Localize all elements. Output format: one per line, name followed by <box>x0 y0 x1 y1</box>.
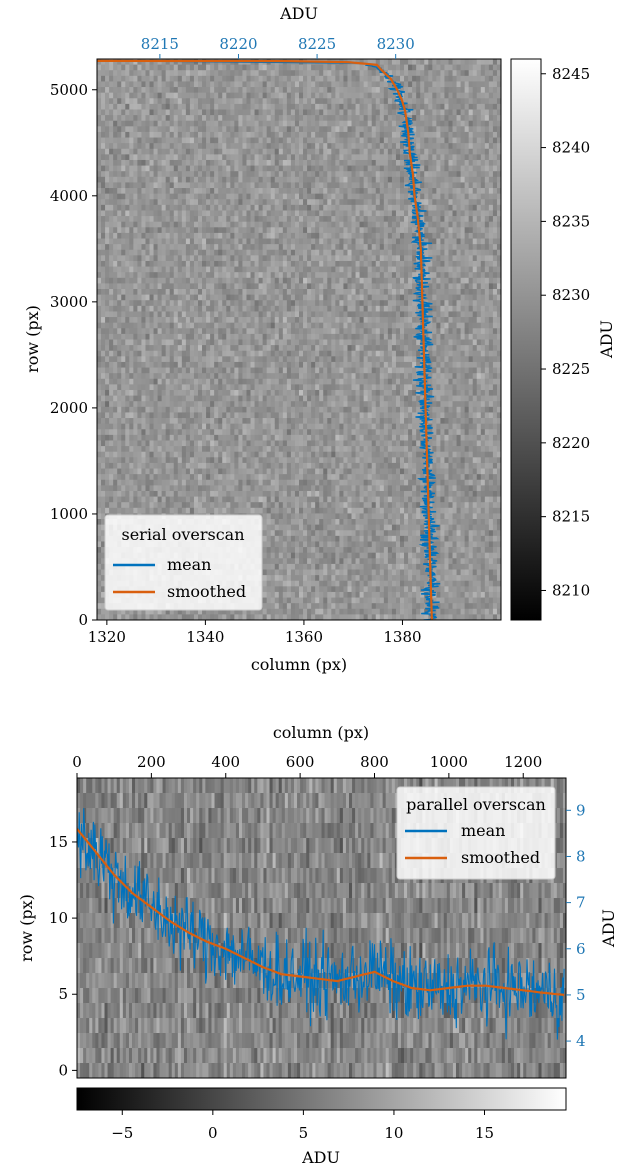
serial-x-tick-label: 1340 <box>186 628 224 646</box>
parallel-overscan-panel: 0 200 400 600 800 1000 1200 0 5 10 15 4 5 6 7 8 9 column… <box>17 723 618 1167</box>
parallel-x-tick-label: 800 <box>360 753 389 771</box>
parallel-x-tick-label: 200 <box>137 753 166 771</box>
parallel-colorbar-tick-label: 0 <box>208 1124 218 1142</box>
parallel-top-x-axis-label: column (px) <box>273 723 369 742</box>
serial-colorbar-tick-label: 8210 <box>552 581 590 599</box>
parallel-legend-title: parallel overscan <box>406 795 546 814</box>
parallel-legend-smoothed-label: smoothed <box>461 848 540 867</box>
serial-y-tick-label: 3000 <box>50 293 88 311</box>
serial-y-tick-label: 2000 <box>50 399 88 417</box>
serial-x-axis-label: column (px) <box>251 655 347 674</box>
parallel-axes: 0 200 400 600 800 1000 1200 0 5 10 15 4 5 6 7 8 9 <box>49 753 586 1079</box>
parallel-legend[interactable]: parallel overscan mean smoothed <box>396 786 556 880</box>
parallel-legend-box <box>396 786 556 880</box>
parallel-mean-line <box>77 808 565 1040</box>
parallel-right-tick-label: 4 <box>576 1032 586 1050</box>
parallel-lines <box>77 808 565 1040</box>
serial-y-axis-label: row (px) <box>23 305 42 373</box>
serial-colorbar-tick-label: 8245 <box>552 65 590 83</box>
parallel-smoothed-line <box>77 828 565 996</box>
serial-colorbar-tick-label: 8235 <box>552 212 590 230</box>
serial-y-tick-label: 0 <box>78 611 88 629</box>
serial-colorbar-ticks: 8210 8215 8220 8225 8230 8235 8240 8245 <box>541 65 590 599</box>
serial-heatmap-noise <box>97 59 501 620</box>
serial-axes: 1320 1340 1360 1380 0 1000 2000 3000 4000 5000 821… <box>50 35 422 646</box>
parallel-colorbar-tick-label: −5 <box>111 1124 133 1142</box>
serial-overscan-panel: 1320 1340 1360 1380 0 1000 2000 3000 4000 5000 821… <box>23 4 616 674</box>
serial-colorbar-tick-label: 8225 <box>552 360 590 378</box>
parallel-plot-frame <box>76 777 567 1079</box>
serial-top-tick-label: 8225 <box>298 35 336 53</box>
parallel-y-tick-label: 10 <box>49 909 68 927</box>
serial-x-tick-label: 1320 <box>88 628 126 646</box>
serial-colorbar-tick-label: 8240 <box>552 139 590 157</box>
parallel-colorbar-tick-label: 5 <box>299 1124 309 1142</box>
serial-y-tick-label: 1000 <box>50 505 88 523</box>
serial-legend-mean-label: mean <box>167 555 211 574</box>
serial-colorbar-tick-label: 8215 <box>552 508 590 526</box>
serial-smoothed-line <box>97 59 433 620</box>
parallel-colorbar-ticks: −5 0 5 10 15 <box>111 1110 494 1142</box>
serial-colorbar-tick-label: 8220 <box>552 434 590 452</box>
serial-top-axis-label: ADU <box>279 4 318 23</box>
parallel-colorbar-tick-label: 15 <box>475 1124 494 1142</box>
serial-top-tick-label: 8220 <box>219 35 257 53</box>
serial-legend-smoothed-label: smoothed <box>167 582 246 601</box>
parallel-colorbar <box>76 1087 567 1111</box>
parallel-right-tick-label: 7 <box>576 894 586 912</box>
parallel-right-axis-label: ADU <box>599 909 618 948</box>
serial-lines <box>97 59 441 620</box>
serial-x-tick-label: 1360 <box>285 628 323 646</box>
parallel-x-tick-label: 0 <box>72 753 82 771</box>
parallel-right-tick-label: 6 <box>576 940 586 958</box>
parallel-colorbar-tick-label: 10 <box>384 1124 403 1142</box>
parallel-right-tick-label: 9 <box>576 801 586 819</box>
parallel-y-tick-label: 15 <box>49 833 68 851</box>
parallel-y-tick-label: 0 <box>58 1061 68 1079</box>
serial-legend[interactable]: serial overscan mean smoothed <box>104 514 263 611</box>
parallel-legend-mean-label: mean <box>461 821 505 840</box>
serial-legend-box <box>104 514 263 611</box>
parallel-x-tick-label: 1000 <box>430 753 468 771</box>
serial-y-tick-label: 5000 <box>50 81 88 99</box>
serial-legend-title: serial overscan <box>122 525 245 544</box>
serial-colorbar-tick-label: 8230 <box>552 286 590 304</box>
parallel-x-tick-label: 600 <box>286 753 315 771</box>
parallel-y-tick-label: 5 <box>58 985 68 1003</box>
serial-y-tick-label: 4000 <box>50 187 88 205</box>
serial-heatmap <box>97 59 501 620</box>
serial-colorbar <box>510 58 542 621</box>
serial-top-tick-label: 8215 <box>141 35 179 53</box>
parallel-x-tick-label: 400 <box>211 753 240 771</box>
serial-colorbar-label: ADU <box>597 320 616 359</box>
serial-plot-frame <box>96 58 502 621</box>
serial-x-tick-label: 1380 <box>383 628 421 646</box>
parallel-right-tick-label: 8 <box>576 847 586 865</box>
parallel-colorbar-label: ADU <box>301 1148 340 1167</box>
serial-top-tick-label: 8230 <box>377 35 415 53</box>
parallel-right-tick-label: 5 <box>576 986 586 1004</box>
parallel-x-tick-label: 1200 <box>504 753 542 771</box>
parallel-y-axis-label: row (px) <box>17 894 36 962</box>
